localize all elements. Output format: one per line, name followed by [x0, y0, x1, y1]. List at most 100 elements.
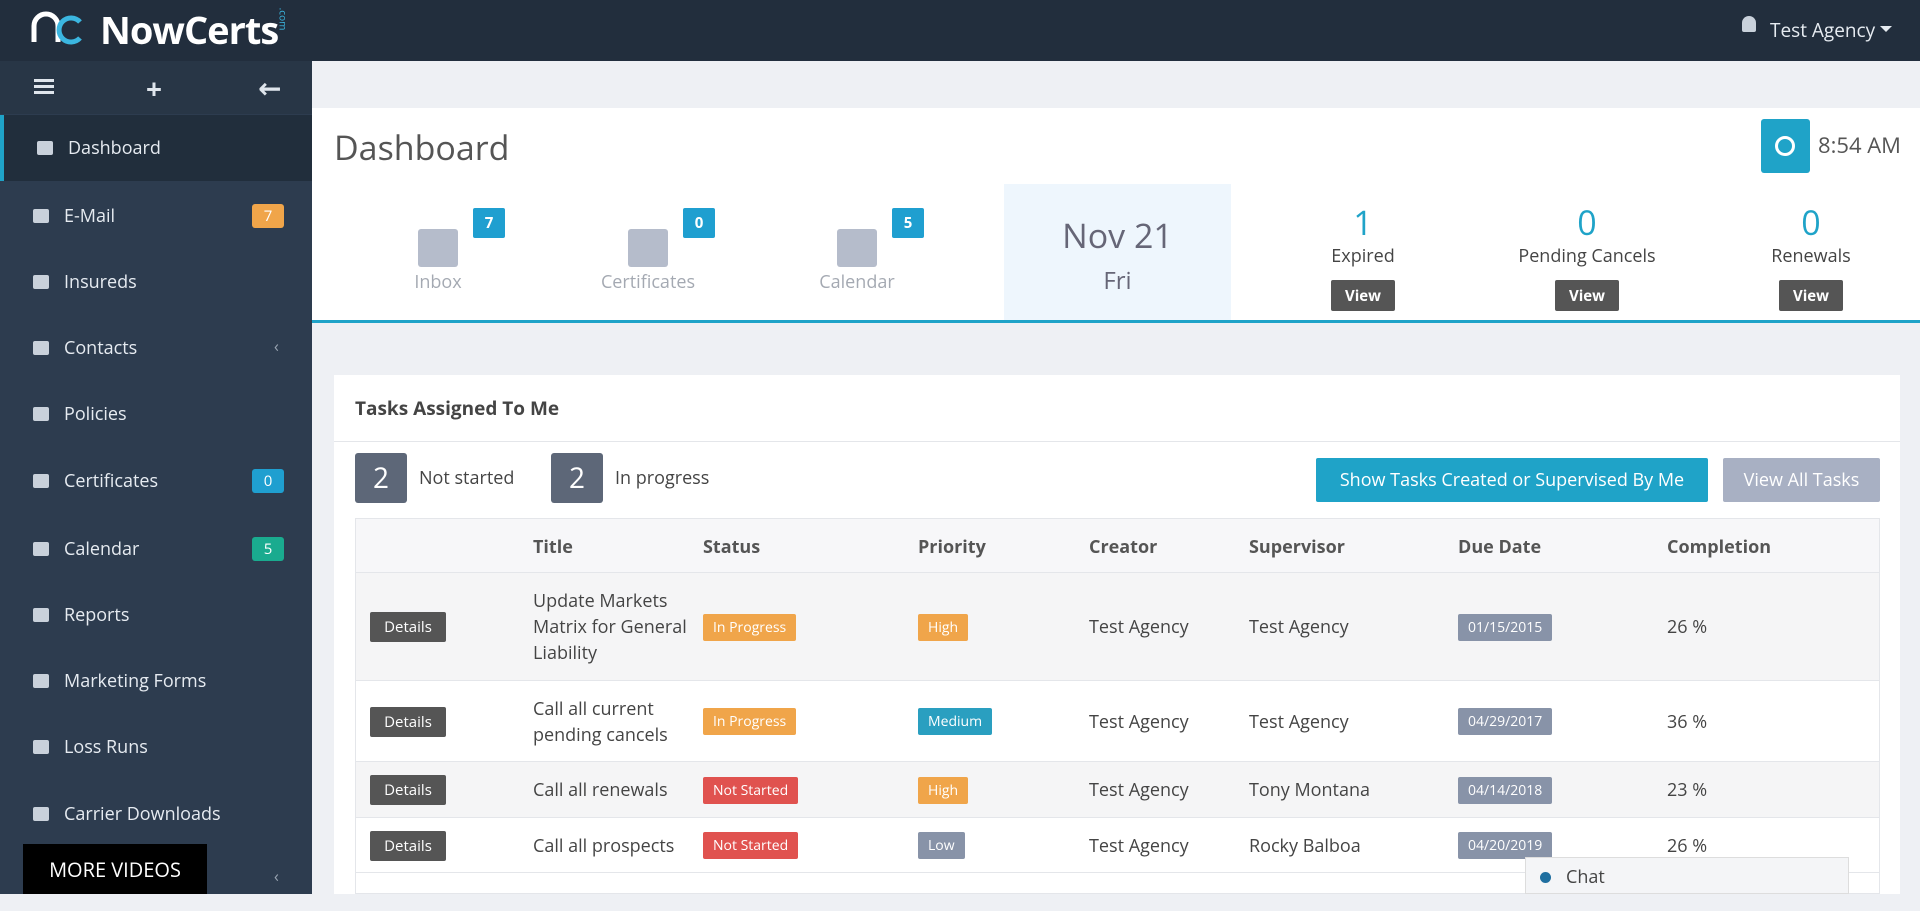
cell-status: In Progress: [703, 681, 797, 762]
sidebar-item[interactable]: E-Mail 7: [0, 183, 312, 249]
brand[interactable]: NowCerts: [100, 4, 279, 56]
column-header: Completion: [1667, 535, 1772, 559]
sidebar-icon: [33, 474, 49, 488]
back-icon[interactable]: ←: [258, 69, 282, 107]
supervisor-text: Rocky Balboa: [1249, 833, 1361, 858]
tile-icon[interactable]: [628, 229, 668, 267]
cell-status: Not Started: [703, 818, 799, 873]
title-text: Call all renewals: [533, 778, 668, 802]
sidebar-item[interactable]: Insureds: [0, 249, 312, 315]
sidebar-icon: [33, 209, 49, 223]
tile-label[interactable]: Calendar: [819, 270, 895, 294]
cell-creator: Test Agency: [1089, 762, 1189, 818]
user-menu[interactable]: Test Agency: [1770, 17, 1876, 43]
sidebar-item[interactable]: Carrier Downloads: [0, 781, 312, 847]
cell-priority: Medium: [918, 681, 993, 762]
completion-text: 36 %: [1667, 709, 1708, 734]
chat-label: Chat: [1566, 865, 1605, 889]
chat-box[interactable]: Chat: [1525, 857, 1849, 894]
sidebar-icon: [33, 341, 49, 355]
cell-supervisor: Test Agency: [1249, 681, 1349, 762]
cell-due: 04/20/2019: [1458, 818, 1553, 873]
creator-text: Test Agency: [1089, 709, 1189, 734]
date-day: Nov 21: [1062, 212, 1173, 258]
details-button[interactable]: Details: [370, 830, 446, 861]
status-pill: Not Started: [703, 776, 799, 804]
sidebar-label: Contacts: [64, 336, 138, 360]
priority-pill: Low: [918, 832, 965, 859]
supervised-button[interactable]: Show Tasks Created or Supervised By Me: [1316, 458, 1708, 502]
details-button[interactable]: Details: [370, 706, 446, 737]
sidebar-icon: [33, 608, 49, 622]
tile-icon[interactable]: [418, 229, 458, 267]
table-header: [356, 519, 1879, 573]
sidebar-icon: [33, 807, 49, 821]
priority-pill: High: [918, 613, 969, 641]
sidebar-item[interactable]: Policies: [0, 381, 312, 447]
counter-value: 1: [1353, 199, 1373, 245]
more-videos[interactable]: MORE VIDEOS: [23, 844, 207, 894]
creator-text: Test Agency: [1089, 615, 1189, 639]
table-row: [356, 681, 1879, 762]
cell-supervisor: Tony Montana: [1249, 762, 1370, 818]
completion-text: 26 %: [1667, 615, 1708, 639]
cell-completion: 26 %: [1667, 573, 1707, 681]
due-pill: 04/14/2018: [1458, 776, 1553, 804]
table-row: [356, 573, 1879, 681]
summary-label: In progress: [615, 466, 710, 490]
column-header: Status: [703, 535, 761, 559]
clock-icon: [1761, 119, 1810, 173]
counter-label: Renewals: [1771, 244, 1851, 268]
counter-label: Pending Cancels: [1518, 244, 1656, 268]
sidebar-item[interactable]: Marketing Forms: [0, 648, 312, 714]
summary-count: 2: [355, 453, 407, 503]
submenu-chevron: ‹: [274, 865, 279, 887]
sidebar-item[interactable]: Dashboard: [0, 115, 312, 181]
tile-label[interactable]: Certificates: [600, 270, 696, 294]
column-header: Supervisor: [1249, 535, 1345, 559]
counter-label: Expired: [1331, 244, 1395, 268]
cell-creator: Test Agency: [1089, 681, 1189, 762]
details-button[interactable]: Details: [370, 775, 446, 805]
tile-label[interactable]: Inbox: [414, 270, 462, 294]
completion-text: 23 %: [1667, 778, 1708, 802]
cell-completion: 36 %: [1667, 681, 1707, 762]
logo-icon: [31, 11, 82, 45]
sidebar-item[interactable]: Certificates 0: [0, 448, 312, 514]
supervisor-text: Tony Montana: [1249, 778, 1370, 802]
sidebar-item[interactable]: Calendar 5: [0, 516, 312, 582]
menu-icon[interactable]: [34, 79, 54, 82]
cell-completion: 23 %: [1667, 762, 1707, 818]
sidebar-item[interactable]: Contacts ‹: [0, 315, 312, 381]
priority-pill: Medium: [918, 708, 993, 735]
column-header: Due Date: [1458, 535, 1542, 559]
date-weekday: Fri: [1103, 264, 1132, 297]
title-text: Call all prospects: [533, 833, 675, 858]
tile-badge: 0: [683, 208, 715, 238]
details-button[interactable]: Details: [370, 612, 446, 642]
title-text: Call all current pending cancels: [533, 696, 668, 747]
supervisor-text: Test Agency: [1249, 615, 1349, 639]
page-title: Dashboard: [334, 124, 510, 170]
view-button[interactable]: View: [1555, 280, 1619, 311]
sidebar-item[interactable]: Reports: [0, 582, 312, 648]
cell-status: In Progress: [703, 573, 797, 681]
sidebar-label: E-Mail: [64, 204, 116, 228]
summary-count: 2: [551, 453, 603, 503]
view-button[interactable]: View: [1331, 280, 1395, 311]
submenu-chevron: ‹: [274, 335, 279, 357]
tile-badge: 7: [473, 208, 505, 238]
sidebar-label: Dashboard: [68, 136, 161, 160]
add-icon[interactable]: +: [146, 70, 163, 108]
sidebar-badge: 5: [252, 537, 284, 561]
sidebar-icon: [33, 674, 49, 688]
view-button[interactable]: View: [1779, 280, 1843, 311]
sidebar-label: Insureds: [64, 270, 137, 294]
cell-completion: 26 %: [1667, 818, 1707, 873]
counter-value: 0: [1577, 199, 1597, 245]
cell-due: 01/15/2015: [1458, 573, 1553, 681]
view-all-button[interactable]: View All Tasks: [1723, 458, 1880, 502]
sidebar-item[interactable]: Loss Runs: [0, 714, 312, 780]
tile-icon[interactable]: [837, 229, 877, 267]
